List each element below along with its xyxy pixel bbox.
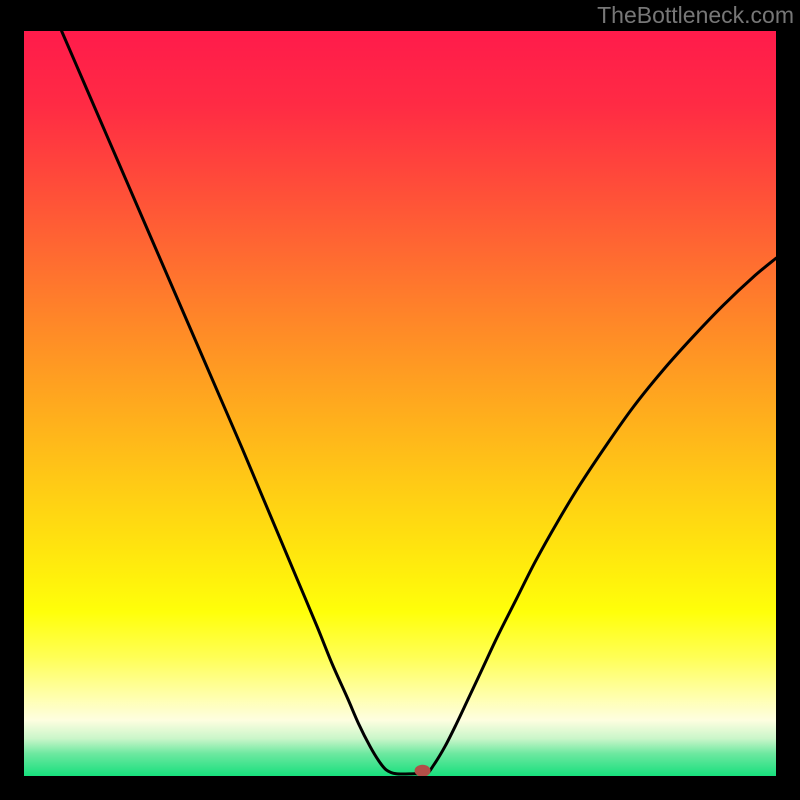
plot-area <box>24 31 776 776</box>
chart-container: TheBottleneck.com <box>0 0 800 800</box>
bottleneck-curve <box>62 31 776 774</box>
watermark-text: TheBottleneck.com <box>597 2 794 29</box>
curve-overlay <box>24 31 776 776</box>
minimum-marker <box>415 765 431 776</box>
